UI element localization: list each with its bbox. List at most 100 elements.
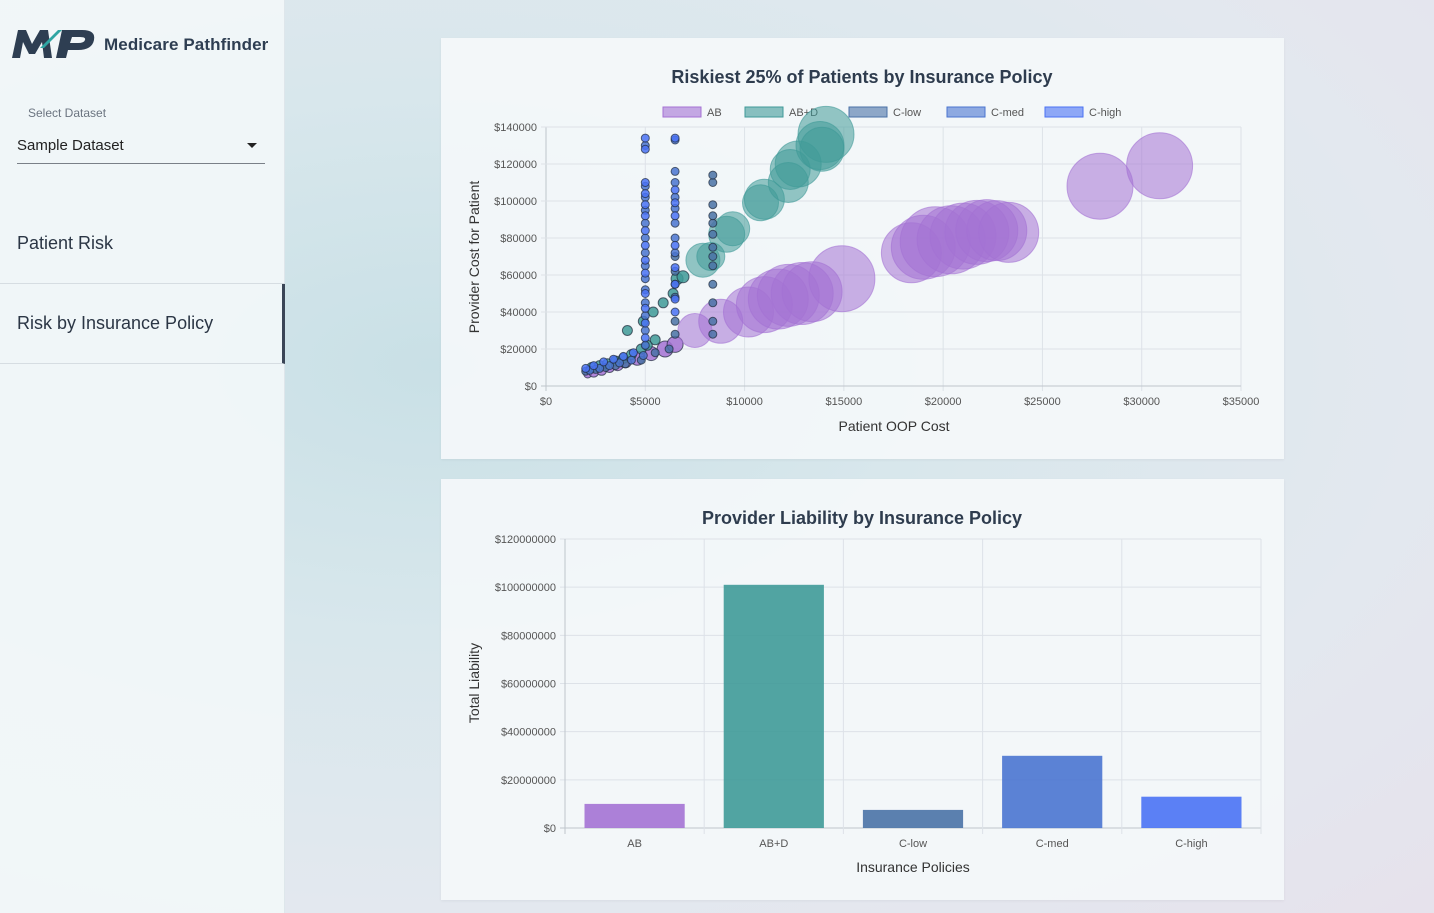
nav-item-patient-risk[interactable]: Patient Risk <box>0 204 285 284</box>
data-point-c-high[interactable] <box>640 240 650 250</box>
data-point-c-low[interactable] <box>708 261 718 271</box>
data-point-c-high[interactable] <box>640 268 650 278</box>
data-point-c-med[interactable] <box>670 218 680 228</box>
bar-chart[interactable]: Provider Liability by Insurance Policy $… <box>441 479 1284 900</box>
data-point-c-low[interactable] <box>708 178 718 187</box>
data-point-c-med[interactable] <box>670 178 680 187</box>
y-tick-label: $0 <box>525 381 537 393</box>
data-point-c-high[interactable] <box>670 133 680 143</box>
data-point-abplusd[interactable] <box>799 126 845 172</box>
data-point-c-high[interactable] <box>640 144 650 154</box>
data-point-c-high[interactable] <box>640 211 650 221</box>
data-point-c-med[interactable] <box>626 355 636 365</box>
x-tick-label: $10000 <box>726 396 763 408</box>
data-point-c-low[interactable] <box>708 200 718 210</box>
bar-c-med[interactable] <box>1002 755 1103 829</box>
legend-swatch[interactable] <box>1044 106 1084 118</box>
data-point-c-high[interactable] <box>640 133 650 143</box>
data-point-c-high[interactable] <box>670 294 680 304</box>
legend-label[interactable]: C-high <box>1089 107 1121 119</box>
data-point-c-low[interactable] <box>708 242 718 252</box>
legend-swatch[interactable] <box>946 106 986 118</box>
data-point-c-low[interactable] <box>708 316 718 326</box>
data-point-c-high[interactable] <box>670 211 680 221</box>
y-tick-label: $80000000 <box>501 630 556 642</box>
data-point-c-med[interactable] <box>640 326 650 335</box>
bar-c-high[interactable] <box>1141 796 1242 828</box>
data-point-abplusd[interactable] <box>715 211 751 247</box>
data-point-c-high[interactable] <box>640 226 650 236</box>
data-point-ab[interactable] <box>1066 152 1134 220</box>
data-point-c-high[interactable] <box>609 354 618 364</box>
x-axis-title: Patient OOP Cost <box>838 418 949 434</box>
bar-c-low[interactable] <box>862 809 964 828</box>
bar-ab[interactable] <box>584 803 685 828</box>
data-point-c-low[interactable] <box>670 329 680 339</box>
data-point-c-high[interactable] <box>618 351 628 361</box>
scatter-chart[interactable]: Riskiest 25% of Patients by Insurance Po… <box>441 38 1284 459</box>
data-point-c-low[interactable] <box>664 344 674 354</box>
data-point-c-high[interactable] <box>599 357 609 367</box>
x-tick-label: $25000 <box>1024 396 1061 408</box>
data-point-c-low[interactable] <box>650 348 660 358</box>
data-point-c-high[interactable] <box>589 361 599 371</box>
data-point-abplusd[interactable] <box>657 297 669 309</box>
data-point-abplusd[interactable] <box>647 306 659 318</box>
data-point-c-high[interactable] <box>640 333 650 343</box>
legend-swatch[interactable] <box>662 106 702 118</box>
legend-label[interactable]: C-med <box>991 107 1024 119</box>
data-point-c-high[interactable] <box>670 307 680 317</box>
data-point-abplusd[interactable] <box>621 325 633 336</box>
data-point-c-high[interactable] <box>581 363 591 373</box>
data-point-c-high[interactable] <box>640 178 650 187</box>
data-point-c-med[interactable] <box>640 218 650 228</box>
data-point-c-low[interactable] <box>708 329 718 339</box>
data-point-c-high[interactable] <box>640 189 650 199</box>
dataset-select[interactable]: Sample Dataset <box>17 128 265 164</box>
nav-item-risk-by-insurance-policy[interactable]: Risk by Insurance Policy <box>0 284 285 364</box>
x-tick-label: AB <box>627 838 642 850</box>
data-point-c-low[interactable] <box>708 279 718 289</box>
data-point-c-high[interactable] <box>640 303 650 313</box>
data-point-c-med[interactable] <box>670 233 680 243</box>
data-point-c-low[interactable] <box>708 229 718 239</box>
dataset-select-value: Sample Dataset <box>17 137 124 154</box>
legend-swatch[interactable] <box>848 106 888 118</box>
data-point-c-low[interactable] <box>708 170 718 180</box>
data-point-c-low[interactable] <box>708 218 718 228</box>
data-point-c-high[interactable] <box>628 348 638 358</box>
data-point-c-low[interactable] <box>708 252 718 261</box>
data-point-c-med[interactable] <box>640 340 650 350</box>
data-point-c-med[interactable] <box>670 248 680 258</box>
y-tick-label: $60000 <box>500 270 537 282</box>
legend-label[interactable]: AB <box>707 107 722 119</box>
data-point-c-high[interactable] <box>670 263 680 273</box>
data-point-c-high[interactable] <box>670 198 680 208</box>
data-point-ab[interactable] <box>808 245 876 313</box>
data-point-c-med[interactable] <box>638 351 648 360</box>
data-point-c-high[interactable] <box>670 279 680 289</box>
x-tick-label: $35000 <box>1223 396 1260 408</box>
data-point-ab[interactable] <box>1126 132 1194 200</box>
data-point-c-med[interactable] <box>670 166 680 176</box>
data-point-c-high[interactable] <box>670 240 680 250</box>
data-point-c-high[interactable] <box>640 318 650 328</box>
data-point-ab[interactable] <box>978 201 1040 263</box>
bar-abplusd[interactable] <box>723 584 824 828</box>
app-logo[interactable]: Medicare Pathfinder <box>10 26 268 64</box>
data-point-c-med[interactable] <box>640 233 650 243</box>
data-point-abplusd[interactable] <box>649 334 661 346</box>
legend-label[interactable]: C-low <box>893 107 921 119</box>
data-point-c-med[interactable] <box>640 248 650 258</box>
data-point-c-high[interactable] <box>640 289 650 298</box>
data-point-c-high[interactable] <box>640 200 650 210</box>
data-point-c-low[interactable] <box>708 211 718 221</box>
y-axis-title: Total Liability <box>466 643 482 723</box>
data-point-abplusd[interactable] <box>676 270 690 284</box>
data-point-c-med[interactable] <box>640 311 650 321</box>
data-point-c-high[interactable] <box>640 255 650 265</box>
data-point-c-low[interactable] <box>670 316 680 326</box>
data-point-c-low[interactable] <box>708 298 718 308</box>
data-point-c-high[interactable] <box>670 185 680 195</box>
legend-swatch[interactable] <box>744 106 784 118</box>
